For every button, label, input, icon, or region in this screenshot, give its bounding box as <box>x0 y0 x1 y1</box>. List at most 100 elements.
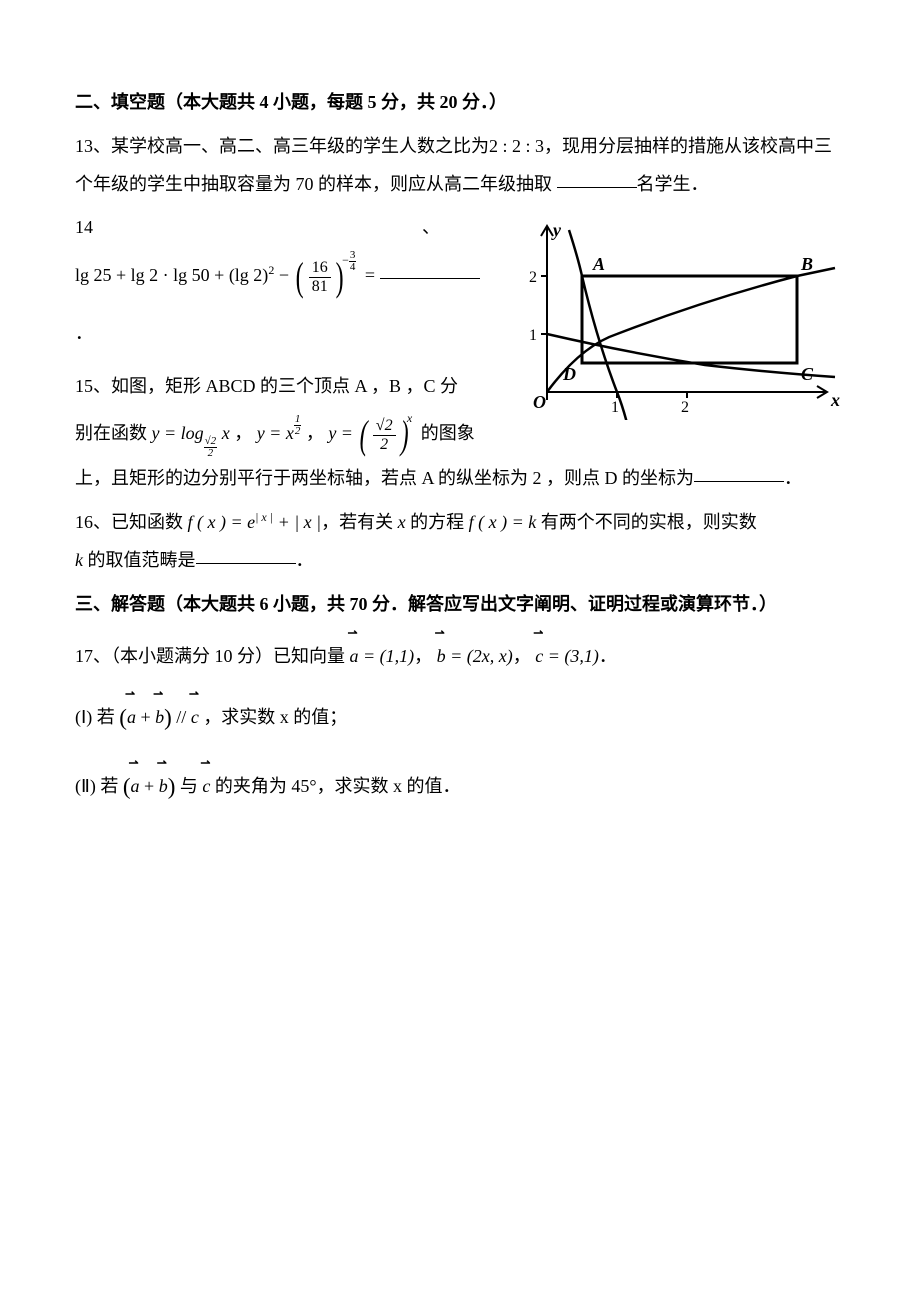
q17-a-eq: = (1,1) <box>359 646 415 666</box>
q15-c1: ， <box>234 423 252 443</box>
lparen-icon: ( <box>360 419 368 451</box>
q16-fdef-post: + | x | <box>273 512 321 532</box>
q13-blank <box>557 170 637 188</box>
q17-c1: ， <box>414 646 432 666</box>
q15-f2: y = x12 <box>257 423 306 443</box>
q16-k: k <box>75 550 83 570</box>
q13-text-a: 某学校高一、高二、高三年级的学生人数之比为 <box>111 136 489 156</box>
lparen-icon: ( <box>296 261 304 293</box>
q15-f2-exp: 12 <box>294 414 302 437</box>
section-2-heading: 二、填空题（本大题共 4 小题，每题 5 分，共 20 分．） <box>75 84 845 122</box>
q17-c-eq: = (3,1) <box>543 646 599 666</box>
svg-text:x: x <box>830 390 840 410</box>
q14-exp-neg: − <box>342 253 349 267</box>
q13-ratio: 2 : 2 : 3 <box>489 136 544 156</box>
q15-f2-exp-den: 2 <box>294 426 302 437</box>
vec-b-icon: ⇀b <box>159 759 168 813</box>
q16-text-d: 有两个不同的实根，则实数 <box>536 512 757 532</box>
q16-text-e: 的取值范畴是 <box>83 550 196 570</box>
q15-text-c: 的图象 <box>421 423 475 443</box>
q17-number: 17、 <box>75 646 111 666</box>
q17-p1-tail: ，求实数 x 的值； <box>203 707 347 727</box>
rparen-icon: ) <box>164 705 172 730</box>
q14-exp-frac: 34 <box>349 250 357 273</box>
q16: 16、已知函数 f ( x ) = e| x | + | x |，若有关 x 的… <box>75 504 845 580</box>
vec-a-icon: ⇀a <box>127 690 136 744</box>
vec-a-icon: ⇀a <box>131 759 140 813</box>
q16-number: 16、 <box>75 512 111 532</box>
q15-f1-base: √22 <box>204 436 218 459</box>
q14-frac-num: 16 <box>309 259 331 278</box>
q15-f3-num: √2 <box>373 417 396 436</box>
q15-tail: ． <box>784 468 802 488</box>
q16-blank <box>196 546 296 564</box>
q13-tail: 名学生． <box>637 174 709 194</box>
q17-p1-label: (Ⅰ) 若 <box>75 707 115 727</box>
q14-p2: (lg 2) <box>229 265 269 285</box>
q15-f3-exp: x <box>407 411 412 425</box>
q16-fdef: f ( x ) = e| x | + | x | <box>188 512 322 532</box>
q14-frac: 1681 <box>309 259 331 295</box>
q17-c2: ， <box>513 646 531 666</box>
q14-blank <box>380 261 480 279</box>
q15-f1-base-num: √2 <box>204 436 218 448</box>
q14-sep: 、 <box>422 217 440 237</box>
q14-exp-den: 4 <box>349 262 357 273</box>
vec-c-icon: ⇀c <box>191 690 199 744</box>
q14-expr: lg 25 + lg 2 · lg 50 + (lg 2)2 − (1681)−… <box>75 265 380 285</box>
q13: 13、某学校高一、高二、高三年级的学生人数之比为2 : 2 : 3，现用分层抽样… <box>75 128 845 204</box>
vec-b-icon: ⇀b <box>155 690 164 744</box>
q16-x: x <box>398 512 406 532</box>
q15-text-b: 别在函数 <box>75 423 152 443</box>
svg-text:A: A <box>592 254 605 274</box>
q16-eq: f ( x ) = k <box>469 512 537 532</box>
q15-f3-pre: y = <box>328 423 357 443</box>
q17-p2-rel: 与 <box>175 776 202 796</box>
svg-text:C: C <box>801 364 814 384</box>
q17-p2-tail: ，求实数 x 的值． <box>317 776 461 796</box>
q16-text-c: 的方程 <box>406 512 469 532</box>
section-3-heading: 三、解答题（本大题共 6 小题，共 70 分．解答应写出文字阐明、证明过程或演算… <box>75 586 845 624</box>
q17-b-eq: = (2x, x) <box>446 646 513 666</box>
q14-equals: = <box>360 265 379 285</box>
q16-text-b: ，若有关 <box>321 512 398 532</box>
q16-fdef-pre: f ( x ) = e <box>188 512 256 532</box>
q15-c2: ， <box>306 423 324 443</box>
q15-blank <box>694 464 784 482</box>
q13-number: 13、 <box>75 136 111 156</box>
svg-text:1: 1 <box>529 327 537 344</box>
q14-number: 14 <box>75 217 93 237</box>
q14-minus: − <box>274 265 293 285</box>
q15-f3: y = (√22)x <box>328 423 420 443</box>
q15-f2-pre: y = x <box>257 423 294 443</box>
q16-text-a: 已知函数 <box>111 512 188 532</box>
q17: 17、（本小题满分 10 分）已知向量 ⇀a = (1,1)， ⇀b = (2x… <box>75 629 845 821</box>
q15-f1-base-den: 2 <box>204 448 218 459</box>
vec-b-icon: ⇀b <box>437 629 446 683</box>
q15-text-d: 上，且矩形的边分别平行于两坐标轴，若点 A 的纵坐标为 2 ，则点 D 的坐标为 <box>75 468 694 488</box>
q15-f3-frac: √22 <box>373 417 396 453</box>
svg-text:B: B <box>800 254 813 274</box>
q15-f1: y = log√22 x <box>152 423 235 443</box>
q15-number: 15、 <box>75 376 111 396</box>
svg-text:1: 1 <box>611 399 619 416</box>
q16-tail: ． <box>296 550 314 570</box>
svg-text:O: O <box>533 392 546 412</box>
q15-figure: A B C D y x O 1 2 1 2 <box>505 220 845 420</box>
svg-text:2: 2 <box>529 269 537 286</box>
q17-header: （本小题满分 10 分）已知向量 <box>111 646 350 666</box>
svg-text:y: y <box>551 220 562 240</box>
q15-text-a: 如图，矩形 ABCD 的三个顶点 A ，B ，C 分 <box>111 376 458 396</box>
q17-p2-label: (Ⅱ) 若 <box>75 776 118 796</box>
q15-f3-den: 2 <box>373 436 396 454</box>
q14-frac-den: 81 <box>309 278 331 296</box>
svg-text:D: D <box>562 364 576 384</box>
q15-f1-pre: y = log <box>152 423 204 443</box>
q17-p2-angle: 的夹角为 45° <box>210 776 316 796</box>
vec-c-icon: ⇀c <box>202 759 210 813</box>
q15-f1-arg: x <box>217 423 230 443</box>
q16-fdef-sup: | x | <box>255 510 273 524</box>
q14-tail: ． <box>75 323 93 343</box>
q17-period: ． <box>599 646 617 666</box>
svg-text:2: 2 <box>681 399 689 416</box>
